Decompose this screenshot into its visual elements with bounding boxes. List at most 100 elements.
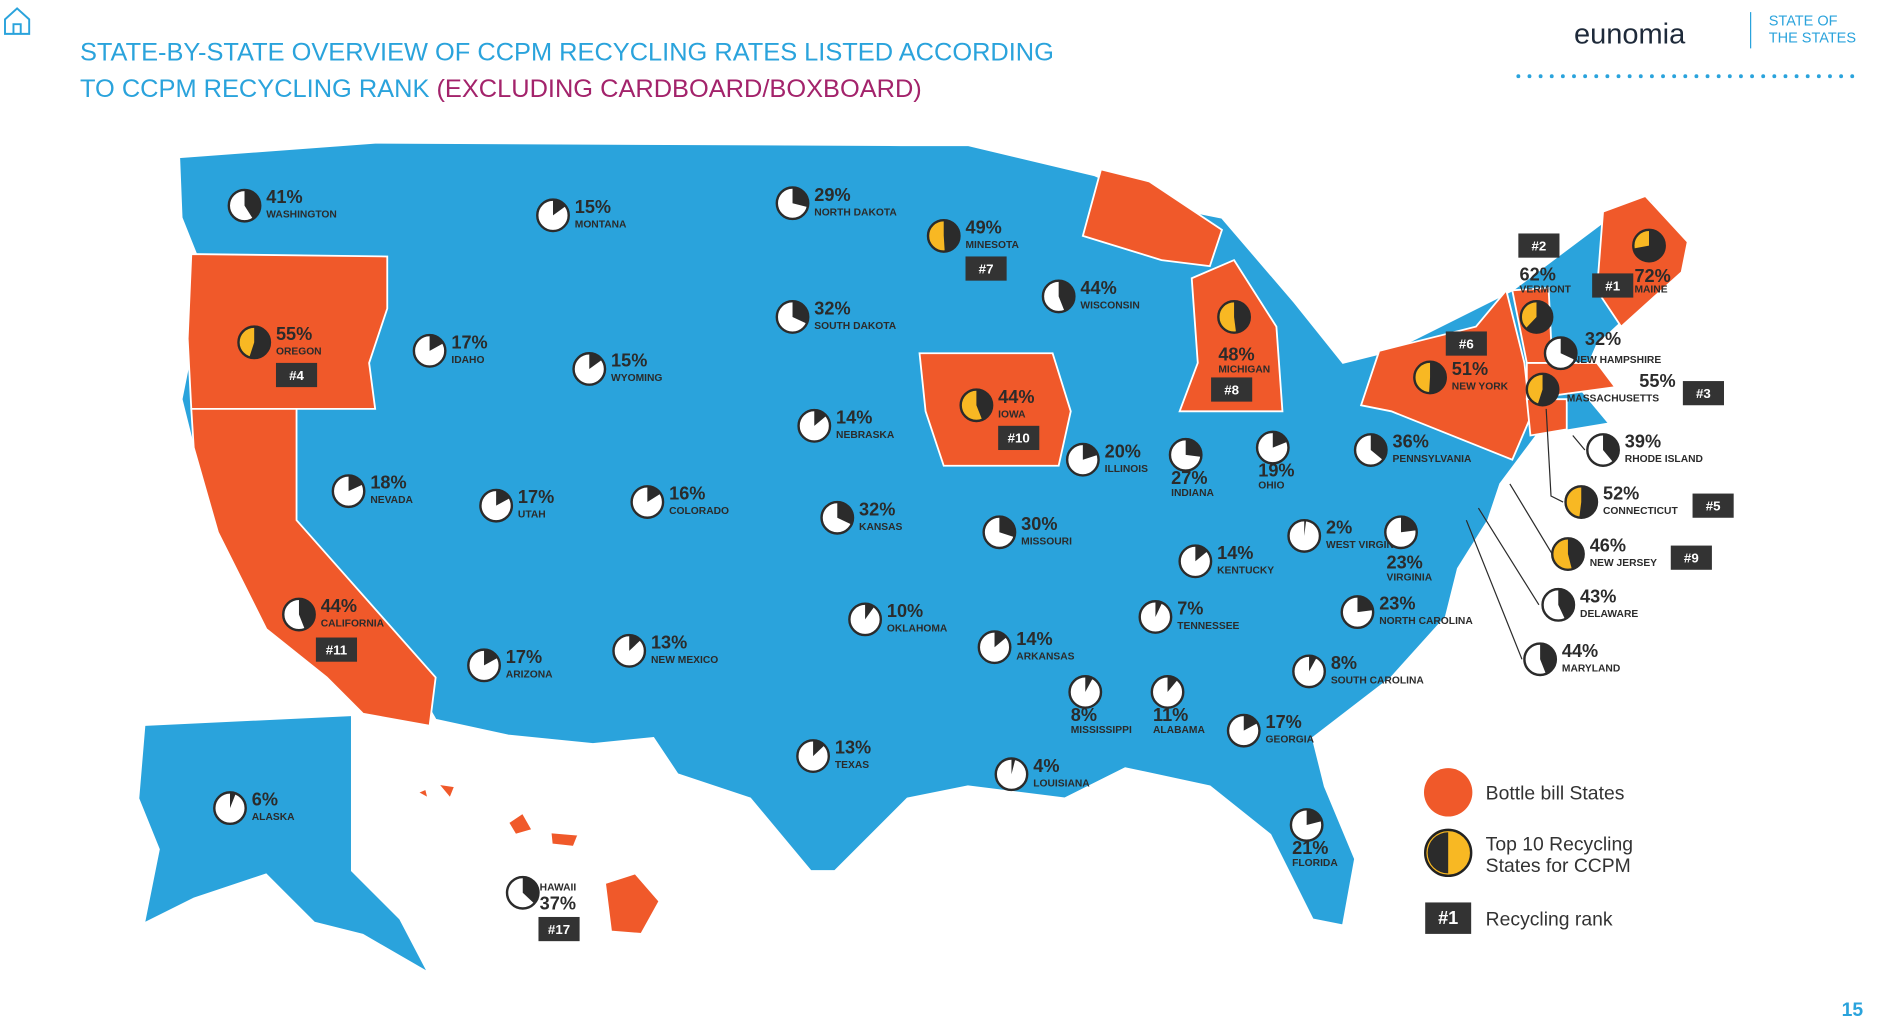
state-rate: 17% [506,647,542,667]
pie-slice [1537,373,1559,406]
dot [1527,74,1532,79]
pie-slice [589,353,603,369]
state-name: NEBRASKA [836,430,895,441]
page-number: 15 [1842,999,1864,1021]
state-name: ALASKA [252,812,295,823]
dot [1627,74,1632,79]
dot [1716,74,1721,79]
state-rate: 20% [1105,441,1141,461]
pie-slice [629,635,641,651]
pie-slice [814,410,827,426]
state-name: OHIO [1258,481,1284,492]
state-rate: 37% [540,894,576,914]
state-rate: 15% [575,197,611,217]
pie-slice [1243,714,1258,731]
dot [1583,74,1588,79]
logo: eunomia [1574,19,1686,51]
state-rate: 62% [1520,265,1556,285]
dot [1816,74,1821,79]
pie-slice [1401,516,1417,533]
dot [1739,74,1743,79]
state-rate: 51% [1452,359,1488,379]
leader-line [1477,507,1540,606]
state-name: IOWA [998,409,1026,420]
pie-slice [1185,439,1202,457]
state-name: ARKANSAS [1016,651,1074,662]
state-name: OKLAHOMA [887,623,948,634]
dot [1694,74,1699,79]
state-name: ALABAMA [1153,725,1205,736]
pie-slice [994,631,1007,648]
pie-slice [1082,443,1098,460]
state-name: FLORIDA [1292,858,1338,869]
rank-badge [1692,493,1734,518]
state-name: VIRGINIA [1386,573,1432,584]
leader-line [1465,519,1523,660]
state-rate: 17% [1266,712,1302,732]
state-rate: 48% [1218,344,1254,364]
pie-slice [813,740,825,757]
rank-text: #11 [326,642,348,657]
state-rate: 46% [1590,536,1626,556]
alaska [139,716,426,971]
pie-slice [1357,596,1374,613]
pie-slice [976,389,993,420]
state-name: NEW MEXICO [651,655,718,666]
pie-slice [1633,229,1665,262]
state-rate: 7% [1177,599,1203,619]
state-name: NEW JERSEY [1590,558,1657,569]
state-name: MONTANA [575,219,627,230]
dot-rule [1516,74,1855,79]
pie-slice [348,475,363,492]
state-name: OREGON [276,346,322,357]
pie-slice [1429,361,1446,394]
state-rate: 8% [1071,705,1097,725]
state-rate: 41% [266,187,302,207]
state-rate: 55% [1639,371,1675,391]
pie-slice [792,301,809,324]
state-rate: 44% [1562,641,1598,661]
map-shapes [139,141,1689,971]
state-rate: 17% [451,332,487,352]
dot [1850,74,1855,79]
state-name: LOUISIANA [1033,778,1090,789]
pie-slice [1195,545,1208,562]
leader-line [1545,408,1564,503]
pie-slice [1167,676,1178,692]
state-name: MISSISSIPPI [1071,725,1132,736]
state-name: WISCONSIN [1080,300,1139,311]
pie-slice [792,187,809,208]
legend-text: Recycling rank [1486,908,1613,930]
state-name: NORTH CAROLINA [1379,616,1473,627]
state-name: WEST VIRGINIA [1326,540,1405,551]
state-rate: 18% [370,473,406,493]
dot [1638,74,1643,79]
state-rate: 23% [1386,553,1422,573]
legend-badge-text: #1 [1438,908,1458,928]
state-name: GEORGIA [1266,735,1315,746]
state-name: MARYLAND [1562,663,1620,674]
dot [1683,74,1688,79]
pie-slice [1306,809,1322,826]
title-highlight: (EXCLUDING CARDBOARD/BOXBOARD) [436,75,921,103]
state-rate: 13% [651,632,687,652]
dot [1572,74,1576,79]
dot [1794,74,1799,79]
pie-slice [1579,486,1597,518]
state-rate: 15% [611,351,647,371]
pie-slice [484,649,498,666]
state-name: DELAWARE [1580,609,1638,620]
state-name: PENNSYLVANIA [1393,454,1472,465]
rank-text: #5 [1706,499,1721,514]
dot [1538,74,1543,79]
state-name: RHODE ISLAND [1625,454,1703,465]
state-rate: 19% [1258,461,1294,481]
state-rate: 14% [1217,543,1253,563]
home-icon[interactable] [4,7,31,35]
pie-slice [230,792,236,809]
pie-slice [1560,337,1577,360]
state-rate: 4% [1033,756,1059,776]
pie-slice [552,199,566,216]
state-name: TENNESSEE [1177,621,1239,632]
state-name: MICHIGAN [1218,365,1270,376]
